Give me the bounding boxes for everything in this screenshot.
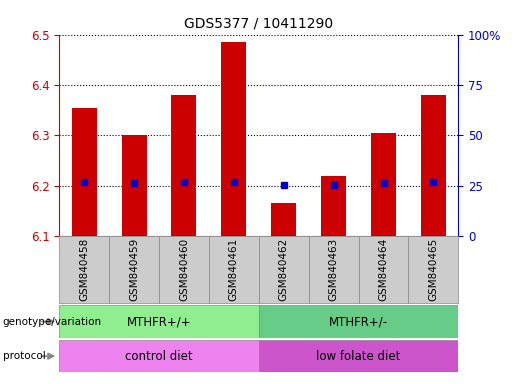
- Bar: [171, 95, 196, 236]
- Bar: [358, 236, 408, 303]
- Text: GSM840459: GSM840459: [129, 238, 139, 301]
- Bar: [271, 204, 296, 236]
- Text: GSM840462: GSM840462: [279, 238, 289, 301]
- Text: GSM840458: GSM840458: [79, 238, 89, 301]
- Text: low folate diet: low folate diet: [316, 350, 401, 362]
- Bar: [59, 340, 259, 372]
- Text: protocol: protocol: [3, 351, 45, 361]
- Bar: [209, 236, 259, 303]
- Bar: [259, 236, 308, 303]
- Bar: [59, 305, 259, 338]
- Text: MTHFR+/-: MTHFR+/-: [329, 315, 388, 328]
- Text: GSM840465: GSM840465: [428, 238, 438, 301]
- Bar: [259, 305, 458, 338]
- Text: control diet: control diet: [125, 350, 193, 362]
- Bar: [371, 133, 396, 236]
- Bar: [421, 95, 446, 236]
- Bar: [59, 236, 109, 303]
- Text: GSM840461: GSM840461: [229, 238, 239, 301]
- Text: MTHFR+/+: MTHFR+/+: [127, 315, 191, 328]
- Text: GSM840460: GSM840460: [179, 238, 189, 301]
- Bar: [308, 236, 358, 303]
- Bar: [321, 175, 346, 236]
- Bar: [122, 135, 147, 236]
- Bar: [159, 236, 209, 303]
- Bar: [408, 236, 458, 303]
- Bar: [72, 108, 97, 236]
- Bar: [259, 340, 458, 372]
- Text: GSM840463: GSM840463: [329, 238, 339, 301]
- Text: genotype/variation: genotype/variation: [3, 316, 101, 327]
- Bar: [221, 42, 246, 236]
- Text: GSM840464: GSM840464: [379, 238, 388, 301]
- Title: GDS5377 / 10411290: GDS5377 / 10411290: [184, 17, 333, 31]
- Bar: [109, 236, 159, 303]
